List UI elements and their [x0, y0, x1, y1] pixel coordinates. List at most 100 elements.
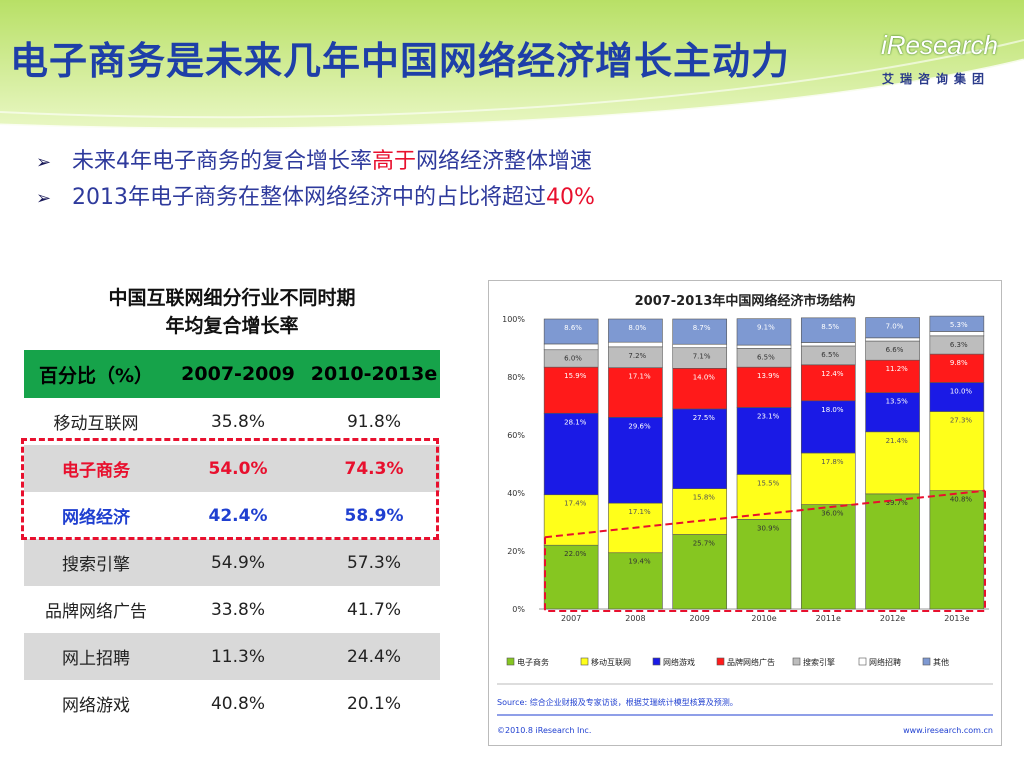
chart-copyright: ©2010.8 iResearch Inc. [497, 726, 591, 735]
bullet-item: ➢ 2013年电子商务在整体网络经济中的占比将超过40% [36, 180, 595, 216]
data-label: 25.7% [693, 539, 716, 547]
data-label: 7.1% [693, 353, 711, 361]
stacked-bar-chart: 2007-2013年中国网络经济市场结构 0% 20% 40% 60% 80% 100% 22… [497, 293, 993, 735]
bar-segment [543, 318, 599, 345]
logo-brand: iResearch [880, 30, 998, 60]
bar-segment [608, 417, 663, 504]
bar-segment [929, 411, 985, 491]
bar-segment [800, 364, 856, 402]
legend-swatch [580, 657, 589, 666]
bar-segment [608, 552, 663, 610]
data-label: 21.4% [886, 437, 909, 445]
data-label: 40.8% [950, 496, 973, 504]
table-row: 网络游戏 40.8% 20.1% [62, 693, 401, 717]
bar-segment [929, 315, 985, 332]
bullet-list: ➢ 未来4年电子商务的复合增长率高于网络经济整体增速 ➢ 2013年电子商务在整体网… [36, 144, 595, 216]
bar-segment [543, 412, 599, 496]
bar-segment [736, 344, 792, 349]
legend-label: 移动互联网 [591, 657, 631, 667]
bar-segment [800, 504, 856, 610]
logo-cn: 艾瑞咨询集团 [881, 72, 990, 86]
legend-label: 网络招聘 [869, 657, 901, 667]
bar-segment [736, 519, 792, 610]
data-label: 7.2% [628, 352, 646, 360]
data-label: 8.0% [628, 324, 646, 332]
bar-segment [672, 368, 728, 410]
data-label: 39.7% [886, 499, 909, 507]
highlight-dashed-region [544, 490, 986, 612]
arrow-bullet-icon: ➢ [36, 188, 52, 209]
x-tick-label: 2012e [880, 614, 905, 623]
x-tick-label: 2010e [751, 614, 776, 623]
data-label: 11.2% [886, 365, 909, 373]
bar-segment [672, 488, 728, 535]
table-title: 中国互联网细分行业不同时期 年均复合增长率 [108, 287, 356, 337]
bar-segment [800, 400, 856, 454]
legend-label: 搜索引擎 [803, 657, 835, 667]
table-row: 移动互联网 35.8% 91.8% [53, 411, 402, 435]
data-label: 22.0% [564, 550, 587, 558]
legend-swatch [506, 657, 515, 666]
data-label: 28.1% [564, 418, 587, 426]
bar-segment [672, 534, 728, 610]
data-label: 12.4% [821, 370, 844, 378]
data-label: 17.4% [564, 500, 587, 508]
y-tick-label: 20% [507, 547, 525, 556]
data-label: 36.0% [821, 510, 844, 518]
legend-label: 其他 [933, 657, 949, 667]
data-label: 23.1% [757, 412, 780, 420]
x-tick-label: 2013e [944, 614, 969, 623]
data-label: 10.0% [950, 388, 973, 396]
chart-website: www.iresearch.com.cn [903, 726, 993, 735]
data-label: 8.6% [564, 324, 582, 332]
table-row: 电子商务 54.0% 74.3% [24, 445, 440, 492]
table-row: 搜索引擎 54.9% 57.3% [24, 539, 440, 586]
legend-swatch [716, 657, 725, 666]
y-tick-label: 80% [507, 373, 525, 382]
data-label: 6.6% [886, 346, 904, 354]
bar-segment [736, 366, 792, 408]
data-label: 8.5% [821, 323, 839, 331]
bar-segment [929, 331, 985, 337]
x-tick-label: 2007 [561, 614, 581, 623]
y-tick-label: 40% [507, 489, 525, 498]
page-title: 电子商务是未来几年中国网络经济增长主动力 [10, 39, 791, 83]
data-label: 13.5% [886, 398, 909, 406]
table-row: 网上招聘 11.3% 24.4% [24, 633, 440, 680]
data-label: 6.0% [564, 355, 582, 363]
trend-dashed-line [544, 489, 986, 539]
data-label: 27.3% [950, 417, 973, 425]
bullet-item: ➢ 未来4年电子商务的复合增长率高于网络经济整体增速 [36, 144, 595, 180]
bar-segment [608, 367, 663, 418]
bar-segment [800, 342, 856, 347]
bar-segment [543, 343, 599, 351]
y-tick-label: 60% [507, 431, 525, 440]
data-label: 15.5% [757, 479, 780, 487]
header-cell: 2007-2009 [181, 363, 295, 385]
legend-label: 网络游戏 [663, 657, 695, 667]
y-tick-label: 100% [502, 315, 525, 324]
data-label: 17.1% [628, 508, 651, 516]
table-row: 品牌网络广告 33.8% 41.7% [45, 599, 401, 623]
bar-segment [865, 493, 920, 610]
table-header-row: 百分比（%） 2007-2009 2010-2013e [24, 350, 440, 398]
iresearch-logo: iResearch 艾瑞咨询集团 [838, 30, 1018, 90]
bar-segment [865, 337, 920, 342]
bar-segment [608, 341, 663, 348]
legend-label: 电子商务 [517, 657, 549, 667]
bar-segment [672, 343, 728, 349]
data-label: 17.8% [821, 458, 844, 466]
data-label: 7.0% [886, 323, 904, 331]
bar-segment [736, 318, 792, 346]
data-label: 30.9% [757, 524, 780, 532]
bar-segment [736, 407, 792, 475]
bar-segment [865, 431, 920, 495]
data-label: 6.5% [821, 351, 839, 359]
legend-swatch [652, 657, 661, 666]
chart-title: 2007-2013年中国网络经济市场结构 [635, 293, 856, 309]
data-label: 27.5% [693, 414, 716, 422]
header-cell: 2010-2013e [310, 363, 438, 385]
bar-segment [929, 382, 985, 412]
bar-segment [929, 490, 985, 610]
data-label: 6.5% [757, 353, 775, 361]
